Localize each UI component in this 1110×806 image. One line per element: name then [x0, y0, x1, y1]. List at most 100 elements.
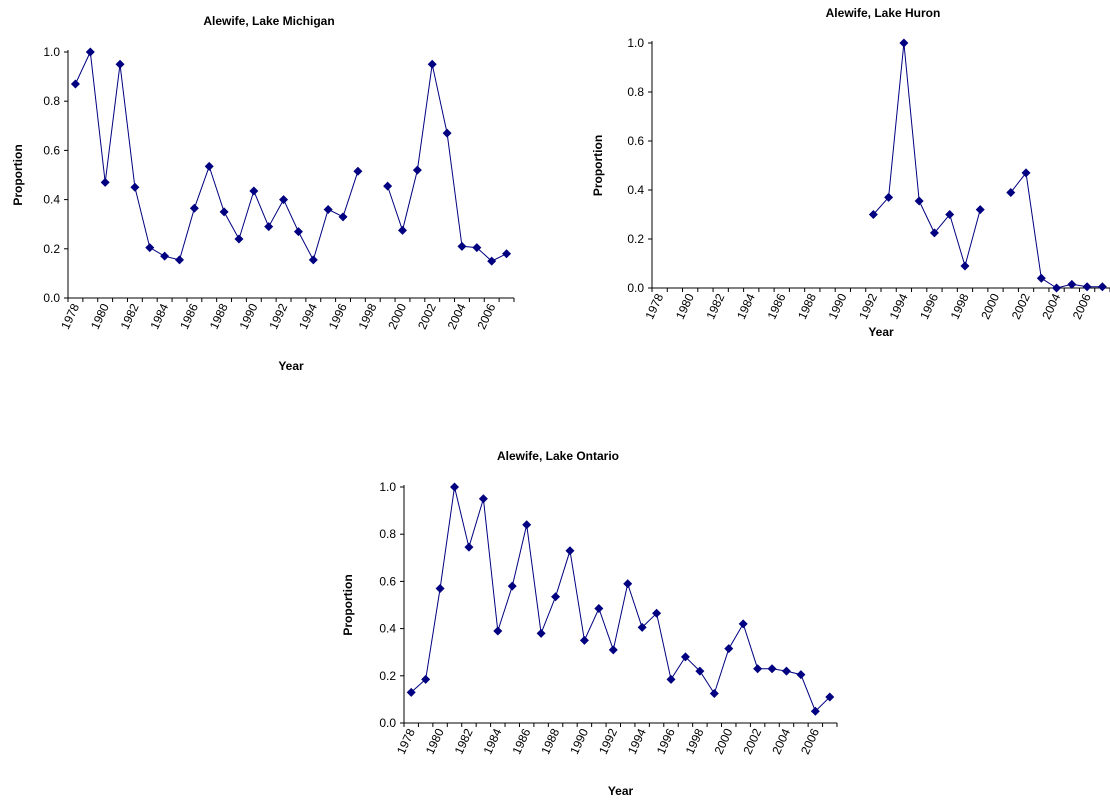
x-tick-label: 1978	[642, 291, 666, 321]
data-point-1994	[899, 38, 909, 48]
y-tick-label: 0.8	[43, 94, 60, 108]
x-tick-label: 2006	[1070, 291, 1094, 321]
data-point-2001	[738, 619, 748, 629]
data-point-2005	[796, 670, 806, 680]
series-line	[74, 50, 359, 262]
chart-title: Alewife, Lake Ontario	[497, 449, 619, 463]
x-axis-label: Year	[608, 784, 634, 798]
x-tick-label: 2004	[1039, 291, 1063, 321]
x-tick-label: 2006	[474, 301, 498, 331]
data-point-1978	[70, 79, 80, 89]
data-point-2005	[472, 243, 482, 253]
y-tick-label: 0.6	[43, 143, 60, 157]
data-point-1978	[406, 687, 416, 697]
x-tick-label: 1994	[625, 726, 649, 756]
data-point-1988	[219, 207, 229, 217]
x-tick-label: 1986	[177, 301, 201, 331]
y-tick-label: 1.0	[627, 36, 644, 50]
x-tick-label: 2002	[740, 726, 764, 756]
x-tick-label: 1998	[948, 291, 972, 321]
data-point-2005	[1067, 279, 1077, 289]
data-point-1996	[666, 674, 676, 684]
data-point-1997	[353, 166, 363, 176]
x-tick-label: 1986	[765, 291, 789, 321]
data-point-1980	[100, 177, 110, 187]
data-point-1991	[264, 222, 274, 232]
x-tick-label: 1994	[887, 291, 911, 321]
x-tick-label: 2002	[415, 301, 439, 331]
data-point-1997	[680, 652, 690, 662]
x-tick-label: 1996	[326, 301, 350, 331]
chart-svg: Alewife, Lake Huron 0.0 0.2 0.4 0.6 0.8 1.0 197…	[591, 6, 1110, 339]
data-point-2007	[502, 249, 512, 259]
data-point-1988	[551, 592, 561, 602]
y-axis-label: Proportion	[341, 574, 355, 635]
data-point-2007	[825, 692, 835, 702]
x-axis-label: Year	[278, 359, 304, 373]
x-tick-label: 2000	[711, 726, 735, 756]
y-tick-label: 0.8	[379, 527, 396, 541]
data-point-1986	[189, 203, 199, 213]
data-point-1999	[709, 689, 719, 698]
data-point-1983	[145, 243, 155, 253]
x-tick-label: 1988	[207, 301, 231, 331]
y-tick-label: 0.8	[627, 85, 644, 99]
data-point-1996	[929, 228, 939, 238]
data-point-1995	[652, 608, 662, 618]
y-tick-label: 0.2	[627, 232, 644, 246]
chart-title: Alewife, Lake Michigan	[203, 14, 334, 28]
y-tick-label: 1.0	[379, 480, 396, 494]
data-point-2004	[781, 666, 791, 676]
data-point-2001	[412, 165, 422, 175]
data-point-2006	[487, 256, 497, 266]
data-point-1986	[522, 520, 532, 530]
data-point-1979	[421, 674, 431, 684]
data-point-2006	[810, 706, 820, 716]
x-axis-label: Year	[868, 325, 894, 339]
x-tick-label: 1980	[423, 726, 447, 756]
x-tick-label: 1996	[654, 726, 678, 756]
x-tick-label: 1982	[452, 726, 476, 756]
data-point-1979	[85, 47, 95, 57]
x-tick-label: 1978	[58, 301, 82, 331]
x-tick-label: 2004	[445, 301, 469, 331]
x-tick-label: 1984	[481, 726, 505, 756]
data-point-1985	[175, 255, 184, 265]
data-point-1987	[204, 161, 214, 171]
data-point-1995	[914, 196, 924, 206]
data-point-2007	[1097, 282, 1107, 292]
data-point-1992	[608, 645, 618, 655]
data-point-1995	[323, 204, 333, 214]
x-tick-label: 1986	[509, 726, 533, 756]
data-point-1993	[884, 192, 894, 202]
y-tick-label: 0.2	[379, 669, 396, 683]
data-point-2002	[1021, 168, 1031, 178]
x-tick-label: 1992	[266, 301, 290, 331]
y-tick-label: 0.2	[43, 242, 60, 256]
x-tick-label: 2000	[978, 291, 1002, 321]
y-tick-label: 0.0	[43, 291, 60, 305]
data-point-1987	[536, 628, 546, 638]
data-point-1984	[160, 251, 170, 261]
data-point-1994	[308, 255, 318, 265]
y-tick-label: 1.0	[43, 45, 60, 59]
y-tick-label: 0.0	[627, 281, 644, 295]
data-point-1980	[435, 583, 445, 593]
x-tick-label: 1990	[826, 291, 850, 321]
chart-lake-huron: Alewife, Lake Huron 0.0 0.2 0.4 0.6 0.8 1.0 197…	[580, 0, 1110, 380]
chart-title: Alewife, Lake Huron	[826, 6, 941, 20]
data-point-2000	[724, 644, 734, 654]
x-tick-label: 1994	[296, 301, 320, 331]
y-tick-label: 0.4	[379, 622, 396, 636]
data-point-2000	[398, 225, 407, 235]
data-point-1999	[975, 205, 985, 215]
x-tick-label: 1998	[683, 726, 707, 756]
chart-svg: Alewife, Lake Michigan 0.0 0.2 0.4 0.6 0.8 1.0…	[11, 14, 515, 373]
x-tick-label: 1982	[703, 291, 727, 321]
data-point-2003	[1036, 273, 1046, 283]
y-tick-label: 0.6	[379, 574, 396, 588]
data-point-1981	[450, 482, 460, 492]
chart-svg: Alewife, Lake Ontario 0.0 0.2 0.4 0.6 0.8 1.0 1…	[341, 449, 838, 798]
data-point-1982	[464, 542, 474, 552]
data-point-1990	[579, 635, 589, 645]
